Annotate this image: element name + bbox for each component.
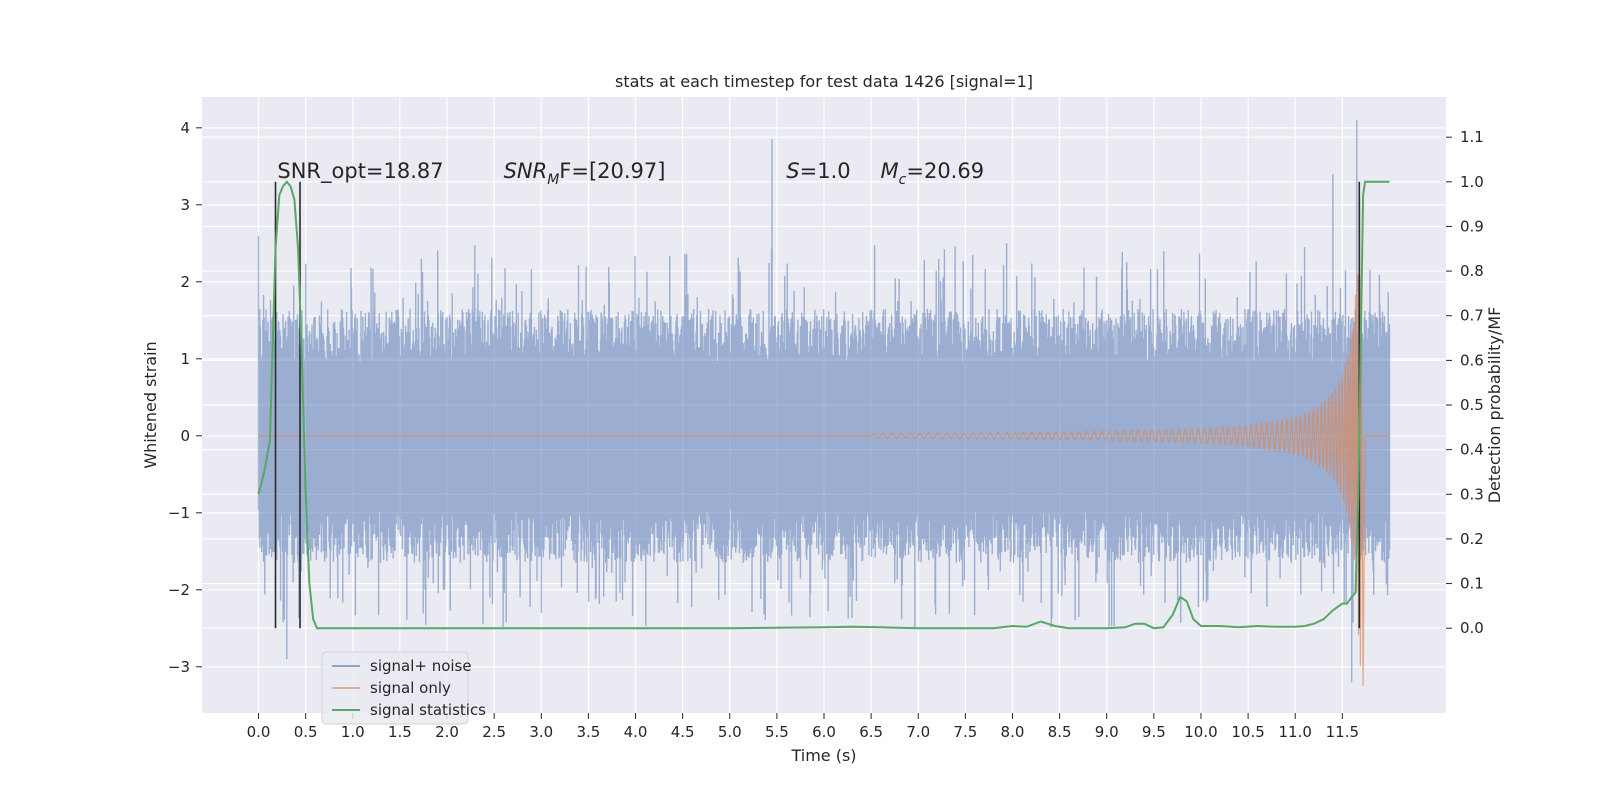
y-right-tick-label: 0.1: [1460, 575, 1484, 593]
y-right-axis-label: Detection probability/MF: [1485, 307, 1504, 504]
x-tick-label: 11.0: [1279, 723, 1312, 741]
y-right-tick-label: 0.7: [1460, 307, 1484, 325]
y-right-tick-label: 0.9: [1460, 217, 1484, 235]
x-tick-label: 10.5: [1231, 723, 1264, 741]
legend: signal+ noise signal only signal statistic…: [321, 651, 486, 725]
y-right-axis-ticks: 0.0 0.1 0.2 0.3 0.4 0.5 0.6 0.7 0.8 0.9 1.0 1.1: [1446, 128, 1484, 637]
y-right-tick-label: 0.4: [1460, 441, 1484, 459]
x-tick-label: 0.0: [247, 723, 271, 741]
y-right-tick-label: 0.5: [1460, 396, 1484, 414]
chart-title: stats at each timestep for test data 142…: [615, 72, 1033, 91]
annotations: SNR_opt=18.87 SNRMF=[20.97] S=1.0 Mc=20.69: [277, 159, 984, 188]
x-tick-label: 4.0: [624, 723, 648, 741]
x-axis-ticks: 0.0 0.5 1.0 1.5 2.0 2.5 3.0 3.5 4.0 4.5 5.0 5.5 6.0 6…: [247, 713, 1359, 741]
y-left-tick-label: −3: [168, 658, 190, 676]
x-tick-label: 3.0: [529, 723, 553, 741]
series-line-signal-only: [258, 196, 1390, 687]
x-tick-label: 9.5: [1142, 723, 1166, 741]
series-signal-only: [258, 196, 1390, 687]
legend-entry: signal only: [370, 679, 451, 697]
y-left-tick-label: 4: [180, 119, 190, 137]
y-left-tick-label: 2: [180, 273, 190, 291]
annotation-s: S=1.0: [786, 159, 850, 183]
annotation-mc: Mc=20.69: [881, 159, 985, 188]
x-tick-label: 8.5: [1048, 723, 1072, 741]
y-right-tick-label: 0.0: [1460, 619, 1484, 637]
legend-entry: signal statistics: [370, 701, 486, 719]
y-right-tick-label: 1.1: [1460, 128, 1484, 146]
x-tick-label: 3.5: [576, 723, 600, 741]
y-right-tick-label: 0.2: [1460, 530, 1484, 548]
annotation-snr-mf: SNRMF=[20.97]: [504, 159, 666, 188]
y-right-tick-label: 0.6: [1460, 351, 1484, 369]
y-left-axis-ticks: −3 −2 −1 0 1 2 3 4: [168, 119, 202, 676]
x-tick-label: 1.5: [388, 723, 412, 741]
x-axis-label: Time (s): [790, 746, 856, 765]
legend-entry: signal+ noise: [370, 657, 472, 675]
series-signal-statistics: [257, 180, 1390, 630]
x-tick-label: 6.0: [812, 723, 836, 741]
y-right-tick-label: 1.0: [1460, 173, 1484, 191]
x-tick-label: 0.5: [294, 723, 318, 741]
series-line-signal-statistics: [257, 180, 1390, 630]
x-tick-label: 2.5: [482, 723, 506, 741]
x-tick-label: 5.5: [765, 723, 789, 741]
x-tick-label: 7.5: [953, 723, 977, 741]
annotation-snr-opt: SNR_opt=18.87: [277, 159, 443, 184]
y-left-tick-label: 0: [180, 427, 190, 445]
y-left-tick-label: 3: [180, 196, 190, 214]
x-tick-label: 11.5: [1326, 723, 1359, 741]
x-tick-label: 2.0: [435, 723, 459, 741]
x-tick-label: 7.0: [906, 723, 930, 741]
x-tick-label: 8.0: [1001, 723, 1025, 741]
y-right-tick-label: 0.8: [1460, 262, 1484, 280]
x-tick-label: 10.0: [1184, 723, 1217, 741]
y-right-tick-label: 0.3: [1460, 485, 1484, 503]
legend-box: [321, 651, 469, 725]
x-tick-label: 9.0: [1095, 723, 1119, 741]
y-left-tick-label: −2: [168, 581, 190, 599]
x-tick-label: 4.5: [671, 723, 695, 741]
x-tick-label: 6.5: [859, 723, 883, 741]
y-left-tick-label: −1: [168, 504, 190, 522]
x-tick-label: 5.0: [718, 723, 742, 741]
y-left-axis-label: Whitened strain: [141, 341, 160, 468]
x-tick-label: 1.0: [341, 723, 365, 741]
y-left-tick-label: 1: [180, 350, 190, 368]
